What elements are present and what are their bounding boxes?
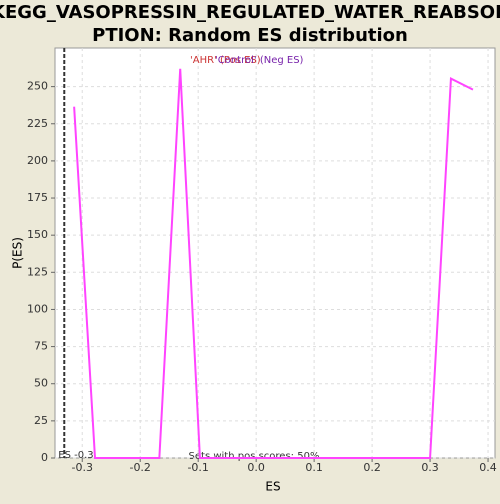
- legend-entry: 'AHR' (Pos ES): [190, 55, 261, 66]
- footnote: Sets with pos scores: 50%: [189, 451, 320, 462]
- y-tick-label: 125: [27, 265, 48, 278]
- y-tick-label: 75: [34, 340, 48, 353]
- y-tick-label: 175: [27, 191, 48, 204]
- y-tick-label: 25: [34, 414, 48, 427]
- y-tick-label: 150: [27, 228, 48, 241]
- series-line: [73, 68, 474, 459]
- y-tick-label: 225: [27, 117, 48, 130]
- y-tick-label: 100: [27, 302, 48, 315]
- x-tick-label: -0.3: [72, 461, 93, 474]
- chart-title: KEGG_VASOPRESSIN_REGULATED_WATER_REABSOR: [0, 2, 500, 23]
- y-tick-label: 200: [27, 154, 48, 167]
- x-tick-label: 0.0: [247, 461, 265, 474]
- chart-title: PTION: Random ES distribution: [92, 25, 408, 46]
- x-tick-label: -0.2: [129, 461, 150, 474]
- y-tick-label: 50: [34, 377, 48, 390]
- y-tick-label: 250: [27, 80, 48, 93]
- x-tick-label: 0.1: [305, 461, 323, 474]
- x-tick-label: -0.1: [187, 461, 208, 474]
- x-tick-label: 0.2: [363, 461, 381, 474]
- x-tick-label: 0.4: [479, 461, 497, 474]
- x-axis-label: ES: [265, 480, 280, 494]
- y-tick-label: 0: [41, 451, 48, 464]
- es-marker-label: ES -0.3: [58, 450, 93, 461]
- legend-entry: 'Control' (Neg ES): [215, 55, 304, 66]
- plot-area: [54, 47, 496, 459]
- x-tick-label: 0.3: [421, 461, 439, 474]
- y-axis-label: P(ES): [11, 237, 25, 269]
